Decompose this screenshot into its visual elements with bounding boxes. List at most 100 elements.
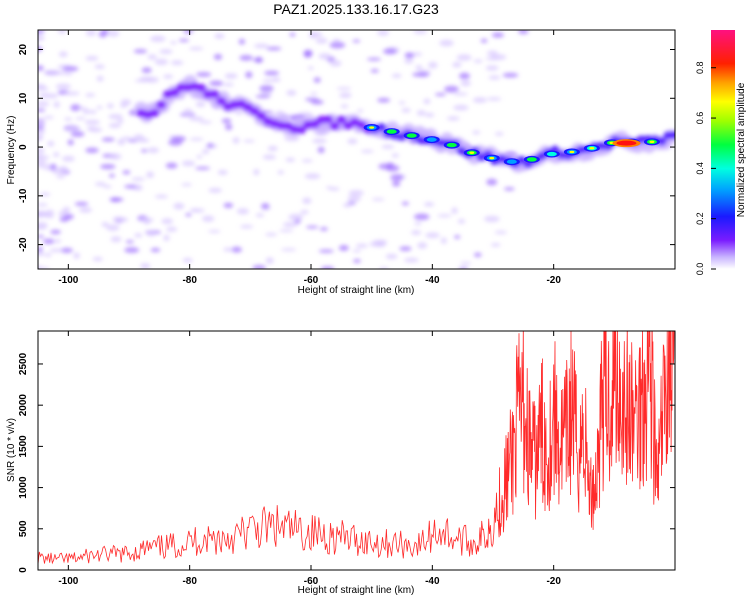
heatmap-speckle	[45, 209, 55, 217]
heatmap-speckle	[485, 65, 499, 71]
heatmap-speckle	[75, 116, 86, 120]
heatmap-speckle	[255, 94, 271, 99]
heatmap-speckle	[125, 240, 135, 244]
heatmap-speckle	[84, 119, 101, 125]
heatmap-speckle	[315, 37, 328, 44]
heatmap-speckle	[38, 108, 46, 112]
heatmap-speckle	[360, 149, 374, 154]
heatmap-speckle	[487, 97, 502, 101]
heatmap-speckle	[166, 226, 178, 232]
heatmap-speckle	[385, 253, 398, 260]
heatmap-speckle	[38, 147, 45, 154]
heatmap-speckle	[224, 73, 238, 80]
heatmap-speckle	[94, 64, 105, 70]
heatmap-speckle	[423, 98, 431, 105]
heatmap-speckle	[100, 163, 116, 170]
heatmap-speckle	[231, 246, 242, 253]
y-tick-label: 0	[18, 144, 29, 150]
x-tick-label: -40	[425, 576, 440, 587]
heatmap-speckle	[243, 139, 256, 143]
heatmap-speckle	[49, 248, 63, 253]
heatmap-speckle	[238, 38, 246, 45]
heatmap-speckle	[413, 30, 428, 35]
heatmap-speckle	[38, 34, 45, 42]
heatmap-speckle	[214, 33, 225, 39]
heatmap-speckle	[38, 163, 44, 169]
heatmap-speckle	[318, 53, 332, 60]
heatmap-speckle	[262, 154, 276, 160]
heatmap-speckle	[404, 257, 419, 263]
heatmap-speckle	[131, 177, 146, 182]
heatmap-speckle	[89, 127, 103, 133]
heatmap-speckle	[38, 101, 50, 107]
heatmap-speckle	[281, 248, 297, 252]
ridge-core	[249, 107, 260, 116]
heatmap-speckle	[366, 57, 382, 61]
heatmap-speckle	[491, 32, 504, 38]
heatmap-speckle	[173, 202, 185, 210]
heatmap-speckle	[38, 117, 45, 124]
heatmap-speckle	[347, 195, 361, 202]
heatmap-speckle	[64, 117, 73, 121]
y-tick-label: 1000	[18, 476, 29, 499]
heatmap-speckle	[444, 85, 459, 93]
x-tick-label: -60	[304, 275, 319, 286]
y-tick-label: 2500	[18, 352, 29, 375]
heatmap-speckle	[460, 261, 472, 265]
heatmap-speckle	[64, 91, 80, 96]
heatmap-speckle	[255, 56, 263, 64]
heatmap-speckle	[494, 131, 504, 136]
y-tick-label: 10	[18, 92, 29, 104]
heatmap-speckle	[38, 65, 44, 71]
snr-y-axis-label: SNR (10 * v/v)	[6, 418, 17, 482]
heatmap-speckle	[285, 157, 296, 162]
heatmap-speckle	[64, 213, 74, 220]
y-tick-label: 20	[18, 44, 29, 56]
heatmap-speckle	[85, 30, 97, 36]
heatmap-speckle	[140, 217, 154, 223]
heatmap-speckle	[196, 72, 212, 77]
heatmap-speckle	[122, 170, 131, 175]
y-tick-label: 500	[18, 520, 29, 537]
heatmap-speckle	[342, 203, 352, 208]
heatmap-speckle	[161, 218, 174, 225]
heatmap-speckle	[208, 229, 221, 233]
heatmap-speckle	[53, 101, 60, 108]
heatmap-speckle	[181, 183, 193, 187]
heatmap-speckle	[54, 71, 70, 75]
heatmap-y-axis-label: Frequency (Hz)	[6, 116, 17, 185]
heatmap-blobs	[38, 30, 675, 269]
heatmap-speckle	[259, 85, 274, 92]
heatmap-speckle	[43, 238, 55, 245]
ridge-bright	[406, 133, 417, 138]
colorbar-tick-label: 0.6	[695, 112, 705, 125]
heatmap-speckle	[188, 116, 205, 122]
heatmap-speckle	[165, 162, 178, 169]
heatmap-speckle	[352, 39, 361, 43]
ridge-bright	[369, 126, 375, 129]
heatmap-speckle	[139, 76, 153, 82]
heatmap-speckle	[428, 61, 438, 69]
heatmap-speckle	[108, 173, 115, 178]
heatmap-speckle	[159, 49, 173, 55]
heatmap-speckle	[107, 30, 120, 37]
heatmap-speckle	[154, 194, 168, 199]
heatmap-speckle	[109, 153, 122, 160]
y-tick-label: -20	[18, 237, 29, 252]
heatmap-speckle	[288, 213, 304, 221]
heatmap-speckle	[255, 213, 265, 218]
heatmap-speckle	[486, 178, 498, 186]
heatmap-speckle	[223, 247, 233, 252]
ridge-core	[156, 100, 167, 109]
heatmap-speckle	[411, 230, 422, 236]
colorbar-tick-label: 0.2	[695, 212, 705, 225]
heatmap-speckle	[38, 30, 45, 34]
heatmap-speckle	[502, 72, 519, 78]
y-tick-label: 0	[18, 567, 29, 573]
heatmap-speckle	[201, 149, 210, 155]
ridge-bright	[569, 150, 575, 154]
heatmap-speckle	[313, 77, 321, 83]
heatmap-speckle	[301, 159, 313, 163]
heatmap-speckle	[302, 197, 312, 205]
